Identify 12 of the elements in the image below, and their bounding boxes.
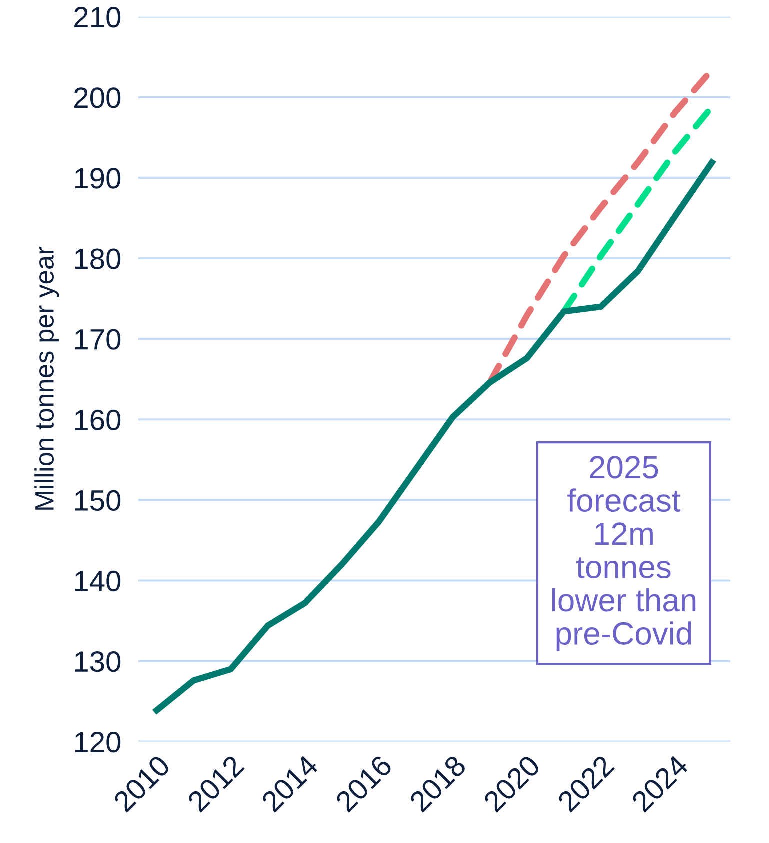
- y-tick-label: 120: [75, 732, 121, 753]
- y-tick-label: 170: [75, 329, 121, 350]
- y-axis-title: Million tonnes per year: [34, 247, 60, 510]
- y-tick-label: 160: [75, 410, 121, 430]
- y-tick-label: 130: [75, 651, 121, 672]
- y-tick-label: 190: [75, 168, 121, 189]
- annotation: 2025 forecast 12m tonnes lower than pre-Covid: [552, 456, 696, 652]
- y-tick-label: 140: [75, 570, 121, 592]
- y-tick-label: 200: [74, 88, 121, 108]
- y-tick-label: 180: [75, 248, 121, 270]
- y-tick-label: 150: [75, 490, 121, 512]
- y-tick-label: 210: [74, 7, 121, 28]
